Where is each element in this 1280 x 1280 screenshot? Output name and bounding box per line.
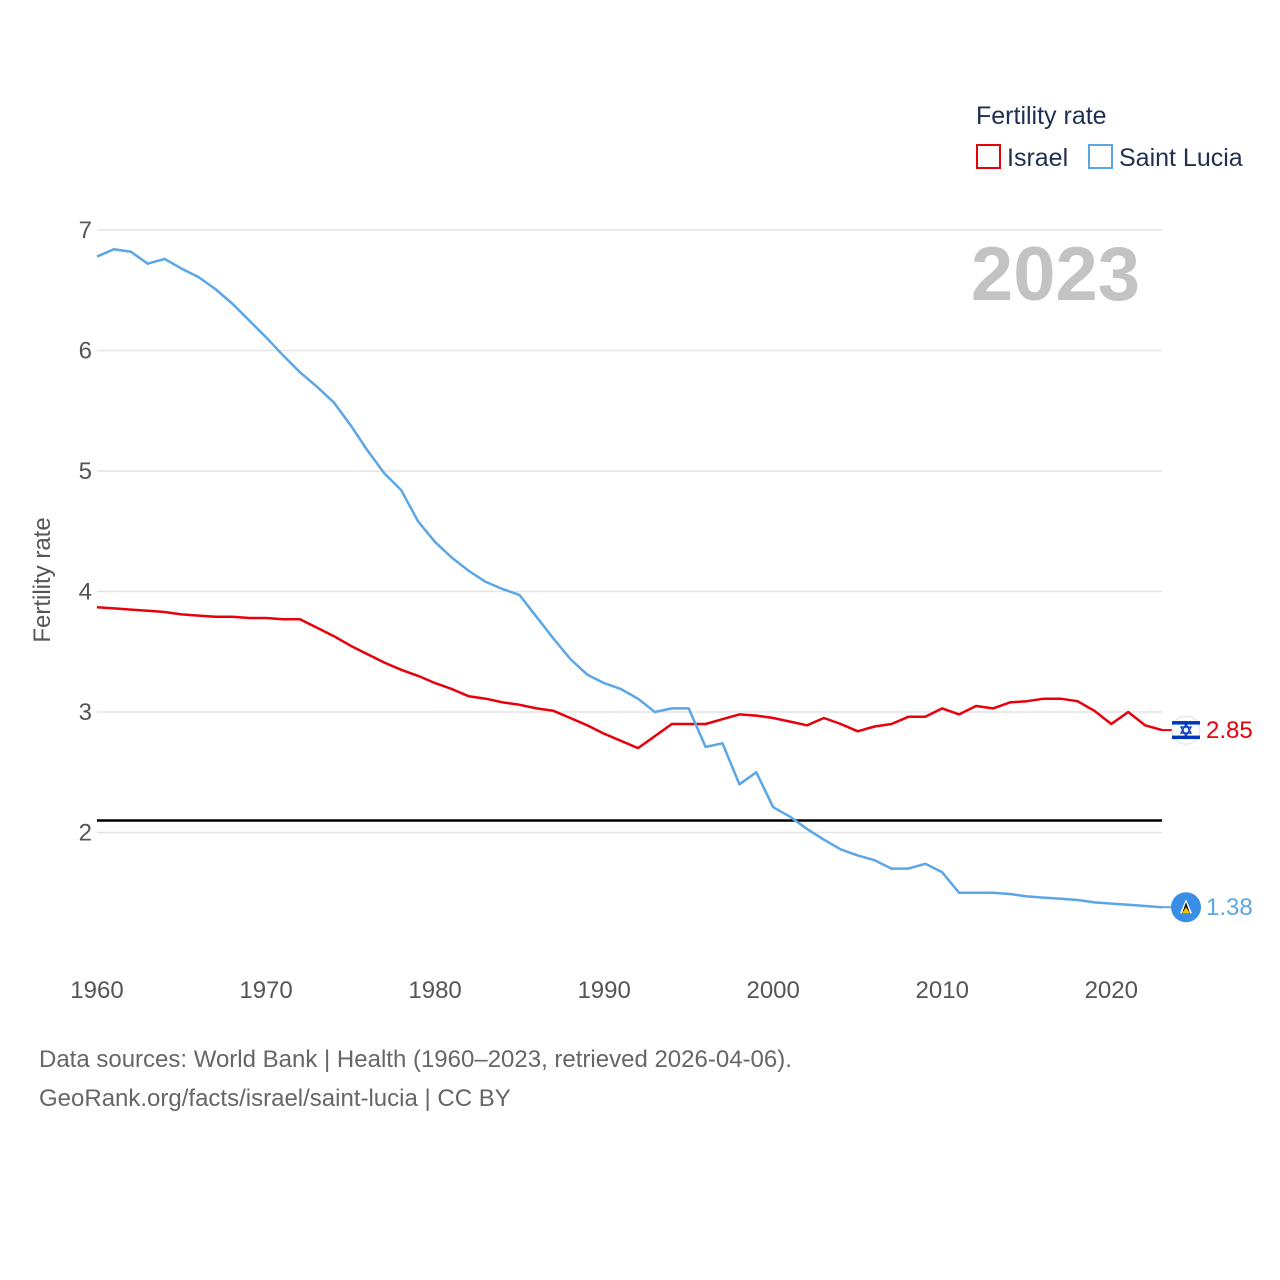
y-tick-label-3: 3 [79,699,92,726]
x-tick-label-1970: 1970 [239,977,292,1004]
y-tick-label-5: 5 [79,458,92,485]
y-tick-label-4: 4 [79,579,92,606]
y-tick-label-7: 7 [79,217,92,244]
legend-label-saint-lucia: Saint Lucia [1119,144,1243,172]
series-line-saint-lucia [96,248,1163,909]
series-end-markers: 2.85 1.38 [1162,715,1253,923]
x-tick-label-2020: 2020 [1085,977,1138,1004]
legend: Fertility rate Israel Saint Lucia [976,102,1243,172]
x-tick-label-1960: 1960 [70,977,123,1004]
x-tick-label-2010: 2010 [916,977,969,1004]
x-tick-label-1980: 1980 [408,977,461,1004]
legend-swatch-saint-lucia [1088,144,1113,169]
y-axis-title: Fertility rate [29,517,56,642]
y-tick-label-6: 6 [79,338,92,365]
legend-label-israel: Israel [1007,144,1068,172]
end-value-saint-lucia: 1.38 [1206,894,1253,921]
x-tick-label-2000: 2000 [746,977,799,1004]
source-line: Data sources: World Bank | Health (1960–… [39,1046,792,1073]
israel-flag-icon [1171,715,1201,745]
year-label: 2023 [971,232,1140,317]
x-tick-label-1990: 1990 [577,977,630,1004]
y-tick-label-2: 2 [79,820,92,847]
end-value-israel: 2.85 [1206,717,1253,744]
legend-title: Fertility rate [976,102,1107,130]
series-line-israel [96,605,1163,750]
fertility-line-chart: 2 3 4 5 6 7 1960 1970 1980 1990 2000 2010 2020 Fert… [29,102,1253,1004]
gridlines [97,229,1162,834]
data-source-note: Data sources: World Bank | Health (1960–… [39,1040,792,1118]
x-axis-ticks: 1960 1970 1980 1990 2000 2010 2020 [70,977,1138,1004]
series-lines [96,248,1163,909]
source-link: GeoRank.org/facts/israel/saint-lucia | C… [39,1085,511,1112]
y-axis-ticks: 2 3 4 5 6 7 [79,217,92,847]
saint-lucia-flag-icon [1171,892,1201,923]
legend-swatch-israel [976,144,1001,169]
